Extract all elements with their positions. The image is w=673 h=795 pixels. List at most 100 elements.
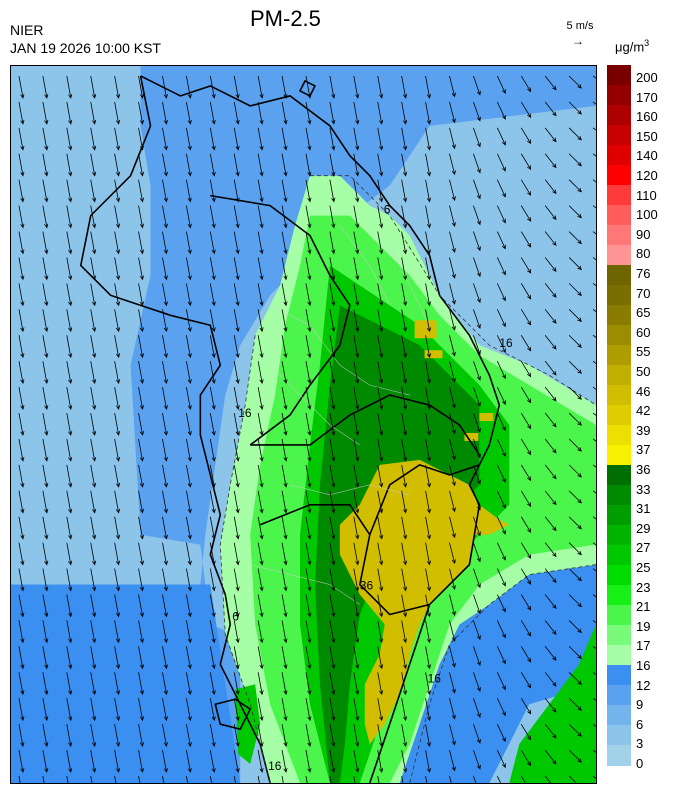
- wind-arrow-icon: [162, 542, 168, 566]
- wind-arrow-icon: [209, 542, 216, 566]
- wind-arrow-icon: [377, 309, 384, 333]
- wind-arrow-icon: [162, 646, 168, 670]
- wind-arrow-icon: [281, 464, 288, 488]
- wind-arrow-icon: [377, 231, 384, 255]
- wind-arrow-icon: [401, 257, 408, 281]
- wind-arrow-icon: [138, 750, 144, 773]
- wind-arrow-icon: [209, 724, 216, 748]
- wind-arrow-icon: [473, 361, 481, 381]
- wind-arrow-icon: [401, 594, 408, 618]
- wind-arrow-icon: [473, 179, 481, 200]
- wind-arrow-icon: [568, 309, 582, 323]
- wind-arrow-icon: [329, 101, 336, 125]
- wind-arrow-icon: [114, 775, 117, 783]
- wind-arrow-icon: [473, 594, 481, 615]
- wind-arrow-icon: [377, 101, 384, 125]
- wind-arrow-icon: [18, 672, 25, 696]
- wind-arrow-icon: [496, 75, 506, 94]
- wind-arrow-icon: [209, 568, 216, 592]
- wind-arrow-icon: [473, 101, 481, 122]
- wind-arrow-icon: [114, 646, 121, 670]
- legend-swatch: [607, 265, 631, 286]
- wind-arrow-icon: [114, 179, 121, 203]
- wind-arrow-icon: [496, 231, 506, 250]
- legend-swatch: [607, 585, 631, 606]
- wind-arrow-icon: [114, 620, 121, 644]
- wind-arrow-icon: [66, 283, 73, 307]
- wind-arrow-icon: [401, 153, 408, 177]
- wind-arrow-icon: [18, 179, 25, 203]
- wind-arrow-icon: [353, 361, 360, 385]
- wind-arrow-icon: [186, 257, 192, 281]
- wind-arrow-icon: [401, 75, 408, 99]
- contour-label-6-north: 6: [384, 203, 391, 217]
- wind-arrow-icon: [544, 438, 557, 454]
- wind-arrow-icon: [281, 257, 288, 281]
- wind-arrow-icon: [42, 231, 49, 255]
- wind-arrow-icon: [162, 490, 168, 514]
- wind-arrow-icon: [233, 361, 240, 385]
- wind-arrow-icon: [425, 750, 432, 773]
- wind-arrow-icon: [329, 672, 336, 696]
- wind-arrow-icon: [209, 775, 212, 783]
- wind-arrow-icon: [281, 542, 288, 566]
- wind-arrow-icon: [520, 542, 532, 559]
- wind-arrow-icon: [42, 179, 49, 203]
- wind-arrow-icon: [186, 672, 192, 696]
- wind-arrow-icon: [568, 360, 582, 374]
- legend-label: 16: [636, 658, 651, 673]
- wind-arrow-icon: [257, 283, 264, 307]
- wind-arrow-icon: [329, 568, 336, 592]
- wind-arrow-icon: [305, 335, 312, 359]
- wind-arrow-icon: [186, 205, 192, 229]
- wind-arrow-icon: [592, 127, 596, 131]
- wind-arrow-icon: [449, 568, 456, 591]
- wind-arrow-icon: [281, 620, 288, 644]
- wind-arrow-icon: [281, 516, 288, 540]
- wind-arrow-icon: [209, 516, 216, 540]
- wind-arrow-icon: [425, 361, 432, 385]
- wind-arrow-icon: [425, 335, 432, 359]
- wind-arrow-icon: [281, 568, 288, 592]
- wind-arrow-icon: [66, 750, 73, 773]
- wind-arrow-icon: [473, 749, 481, 770]
- wind-arrow-icon: [568, 334, 582, 348]
- wind-arrow-icon: [592, 412, 596, 416]
- wind-arrow-icon: [425, 594, 432, 618]
- wind-arrow-icon: [281, 672, 288, 696]
- wind-arrow-icon: [233, 127, 240, 151]
- wind-arrow-icon: [520, 672, 532, 689]
- wind-arrow-icon: [186, 516, 192, 540]
- wind-arrow-icon: [186, 542, 192, 566]
- wind-arrow-icon: [162, 672, 168, 696]
- wind-arrow-icon: [377, 127, 384, 151]
- legend-swatch: [607, 405, 631, 426]
- wind-arrow-icon: [90, 179, 97, 203]
- wind-arrow-icon: [186, 231, 192, 255]
- wind-arrow-icon: [496, 283, 506, 302]
- wind-arrow-icon: [18, 724, 25, 748]
- wind-arrow-icon: [90, 568, 97, 592]
- wind-arrow-icon: [162, 335, 168, 359]
- wind-arrow-icon: [544, 205, 557, 221]
- color-legend: [607, 65, 631, 766]
- wind-arrow-icon: [329, 438, 336, 462]
- wind-arrow-icon: [138, 542, 144, 566]
- wind-arrow-icon: [138, 594, 144, 618]
- wind-arrow-icon: [42, 387, 49, 410]
- wind-arrow-icon: [544, 360, 557, 376]
- wind-arrow-icon: [257, 542, 264, 566]
- wind-arrow-icon: [592, 75, 596, 79]
- wind-arrow-icon: [592, 594, 596, 598]
- wind-arrow-icon: [257, 568, 264, 592]
- wind-arrow-icon: [42, 101, 49, 125]
- wind-arrow-icon: [114, 438, 121, 462]
- wind-arrow-icon: [233, 750, 240, 773]
- wind-arrow-icon: [568, 542, 582, 556]
- wind-arrow-icon: [496, 335, 506, 354]
- wind-arrow-icon: [520, 594, 532, 611]
- wind-arrow-icon: [281, 179, 288, 203]
- wind-arrow-icon: [162, 309, 168, 333]
- wind-arrow-icon: [257, 594, 264, 618]
- wind-arrow-icon: [186, 594, 192, 618]
